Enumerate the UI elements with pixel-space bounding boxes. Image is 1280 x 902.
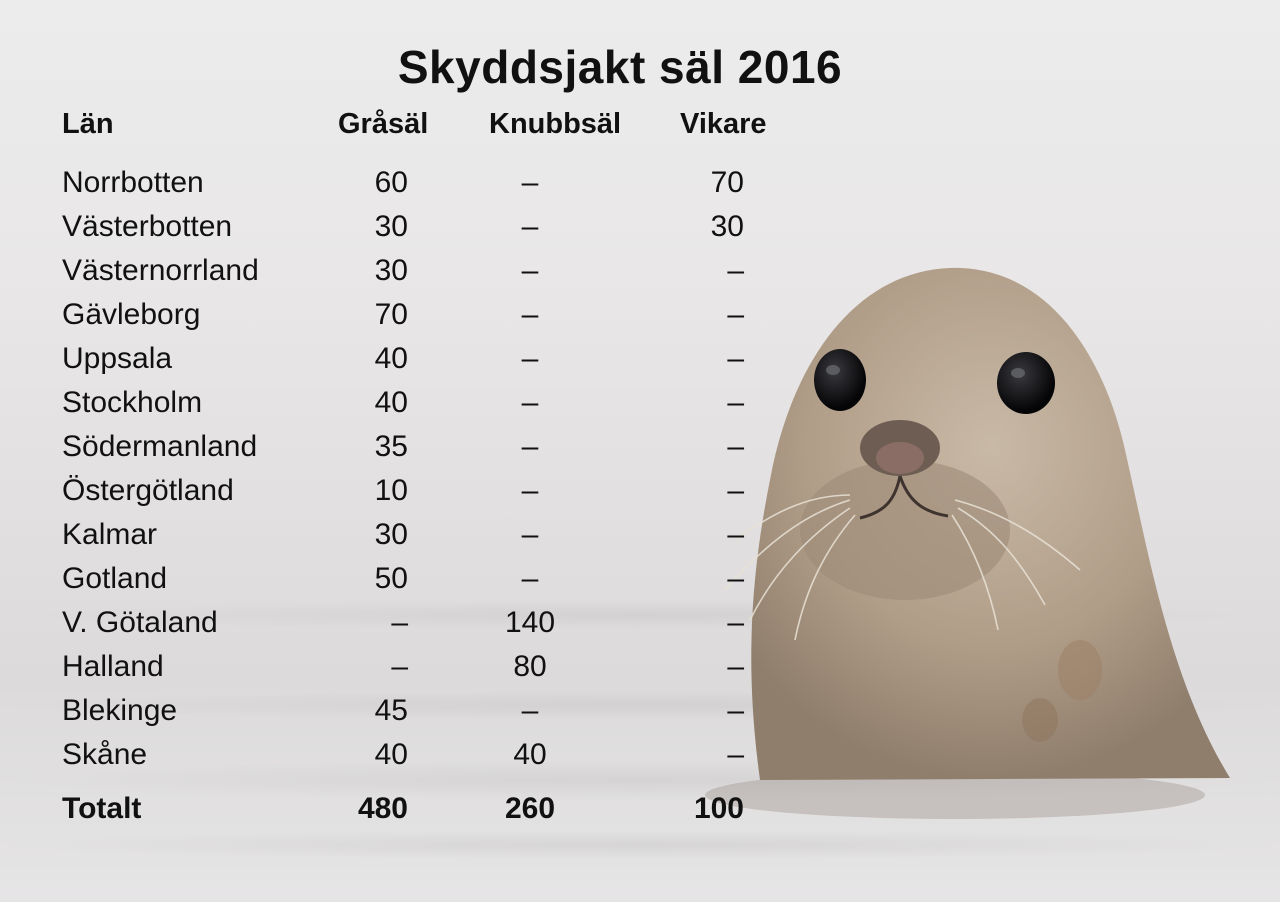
row-vikare: 30 xyxy=(710,210,744,243)
row-lan: V. Götaland xyxy=(62,606,218,639)
row-lan: Västernorrland xyxy=(62,254,259,287)
row-knubbsal: – xyxy=(521,342,539,375)
row-lan: Gotland xyxy=(62,562,168,595)
row-grasal: 30 xyxy=(374,210,408,243)
header-vikare: Vikare xyxy=(680,108,767,140)
row-vikare: – xyxy=(727,386,744,419)
total-knubbsal: 260 xyxy=(504,792,556,825)
header-lan: Län xyxy=(62,108,114,140)
table-row: Västernorrland 30 – – xyxy=(0,254,800,298)
row-vikare: – xyxy=(727,562,744,595)
row-vikare: – xyxy=(727,518,744,551)
row-grasal: 30 xyxy=(374,254,408,287)
row-lan: Kalmar xyxy=(62,518,158,551)
row-knubbsal: 40 xyxy=(513,738,547,771)
table-row: Gävleborg 70 – – xyxy=(0,298,800,342)
table-row: Kalmar 30 – – xyxy=(0,518,800,562)
table-row: Blekinge 45 – – xyxy=(0,694,800,738)
row-knubbsal: – xyxy=(521,562,539,595)
row-vikare: – xyxy=(727,474,744,507)
row-lan: Gävleborg xyxy=(62,298,201,331)
row-knubbsal: – xyxy=(521,254,539,287)
row-knubbsal: 140 xyxy=(504,606,556,639)
total-vikare: 100 xyxy=(693,792,744,825)
row-knubbsal: – xyxy=(521,210,539,243)
row-lan: Södermanland xyxy=(62,430,258,463)
table-row: Skåne 40 40 – xyxy=(0,738,800,782)
table-row: Östergötland 10 – – xyxy=(0,474,800,518)
row-grasal: – xyxy=(391,606,408,639)
row-knubbsal: – xyxy=(521,166,539,199)
page-title: Skyddsjakt säl 2016 xyxy=(397,41,843,93)
seal-head-icon xyxy=(705,267,1230,819)
row-vikare: – xyxy=(727,694,744,727)
row-grasal: – xyxy=(391,650,408,683)
row-lan: Västerbotten xyxy=(62,210,233,243)
total-label: Totalt xyxy=(62,792,142,825)
table-row: Gotland 50 – – xyxy=(0,562,800,606)
row-grasal: 40 xyxy=(374,342,408,375)
table-row: Södermanland 35 – – xyxy=(0,430,800,474)
row-lan: Halland xyxy=(62,650,164,683)
row-grasal: 70 xyxy=(374,298,408,331)
row-vikare: – xyxy=(727,430,744,463)
row-grasal: 45 xyxy=(374,694,408,727)
row-vikare: – xyxy=(727,650,744,683)
table-row: Halland – 80 – xyxy=(0,650,800,694)
row-grasal: 30 xyxy=(374,518,408,551)
row-vikare: – xyxy=(727,298,744,331)
row-grasal: 10 xyxy=(374,474,408,507)
row-knubbsal: – xyxy=(521,386,539,419)
header-grasal: Gråsäl xyxy=(338,108,429,140)
table-row: Norrbotten 60 – 70 xyxy=(0,166,800,210)
table-row: V. Götaland – 140 – xyxy=(0,606,800,650)
row-knubbsal: – xyxy=(521,298,539,331)
row-knubbsal: 80 xyxy=(513,650,547,683)
water-ripple xyxy=(0,830,1280,860)
row-lan: Uppsala xyxy=(62,342,173,375)
row-vikare: – xyxy=(727,606,744,639)
row-grasal: 60 xyxy=(374,166,408,199)
row-lan: Stockholm xyxy=(62,386,203,419)
table-row: Stockholm 40 – – xyxy=(0,386,800,430)
row-knubbsal: – xyxy=(521,518,539,551)
row-vikare: – xyxy=(727,254,744,287)
row-lan: Norrbotten xyxy=(62,166,204,199)
total-row: Totalt 480 260 100 xyxy=(0,792,800,836)
row-vikare: 70 xyxy=(710,166,744,199)
table-row: Västerbotten 30 – 30 xyxy=(0,210,800,254)
row-lan: Skåne xyxy=(62,738,148,771)
row-grasal: 50 xyxy=(374,562,408,595)
header-knubbsal: Knubbsäl xyxy=(489,108,622,140)
row-lan: Blekinge xyxy=(62,694,178,727)
row-grasal: 35 xyxy=(374,430,408,463)
row-knubbsal: – xyxy=(521,430,539,463)
row-vikare: – xyxy=(727,738,744,771)
table-row: Uppsala 40 – – xyxy=(0,342,800,386)
row-grasal: 40 xyxy=(374,386,408,419)
row-knubbsal: – xyxy=(521,474,539,507)
row-grasal: 40 xyxy=(374,738,408,771)
row-knubbsal: – xyxy=(521,694,539,727)
row-lan: Östergötland xyxy=(62,474,234,507)
total-grasal: 480 xyxy=(357,792,408,825)
row-vikare: – xyxy=(727,342,744,375)
